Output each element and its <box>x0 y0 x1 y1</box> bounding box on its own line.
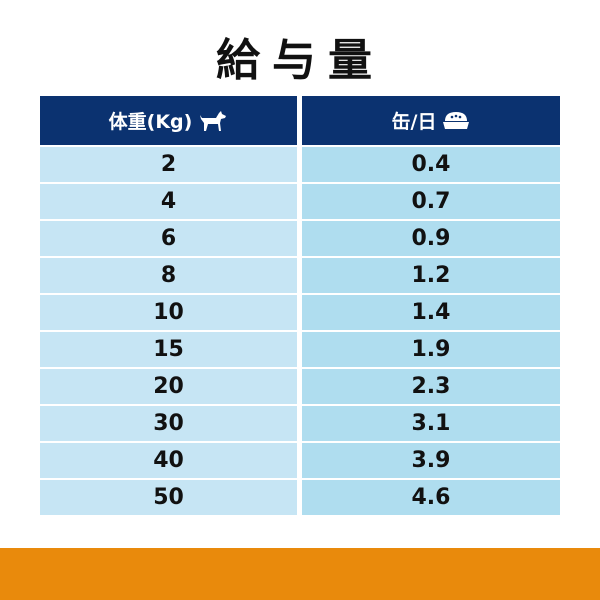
table-row: 4 0.7 <box>40 184 560 219</box>
cans-cell: 0.4 <box>302 147 560 182</box>
cans-cell: 0.9 <box>302 221 560 256</box>
header-cans: 缶/日 <box>302 96 560 145</box>
cans-cell: 4.6 <box>302 480 560 515</box>
feeding-table: 体重(Kg) 缶/日 2 0.4 4 0.7 6 0.9 8 1.2 10 1.4 15 1.9 20 2… <box>40 96 560 517</box>
page-title: 給与量 <box>216 35 384 86</box>
header-weight-label: 体重(Kg) <box>108 111 193 133</box>
table-row: 2 0.4 <box>40 147 560 182</box>
table-row: 8 1.2 <box>40 258 560 293</box>
table-row: 50 4.6 <box>40 480 560 515</box>
table-row: 15 1.9 <box>40 332 560 367</box>
cans-cell: 1.2 <box>302 258 560 293</box>
cans-cell: 1.9 <box>302 332 560 367</box>
table-row: 20 2.3 <box>40 369 560 404</box>
weight-cell: 20 <box>40 369 297 404</box>
header-weight: 体重(Kg) <box>40 96 297 145</box>
weight-cell: 4 <box>40 184 297 219</box>
dog-icon <box>200 110 227 131</box>
cans-cell: 2.3 <box>302 369 560 404</box>
header-cans-label: 缶/日 <box>391 111 437 133</box>
table-row: 6 0.9 <box>40 221 560 256</box>
cans-cell: 0.7 <box>302 184 560 219</box>
weight-cell: 30 <box>40 406 297 441</box>
cans-cell: 3.1 <box>302 406 560 441</box>
weight-cell: 10 <box>40 295 297 330</box>
table-row: 40 3.9 <box>40 443 560 478</box>
weight-cell: 8 <box>40 258 297 293</box>
cans-cell: 1.4 <box>302 295 560 330</box>
table-row: 30 3.1 <box>40 406 560 441</box>
weight-cell: 50 <box>40 480 297 515</box>
table-row: 10 1.4 <box>40 295 560 330</box>
weight-cell: 6 <box>40 221 297 256</box>
bottom-orange-bar <box>0 548 600 600</box>
table-header: 体重(Kg) 缶/日 <box>40 96 560 145</box>
weight-cell: 40 <box>40 443 297 478</box>
weight-cell: 15 <box>40 332 297 367</box>
weight-cell: 2 <box>40 147 297 182</box>
cans-cell: 3.9 <box>302 443 560 478</box>
food-bowl-icon <box>443 111 470 129</box>
